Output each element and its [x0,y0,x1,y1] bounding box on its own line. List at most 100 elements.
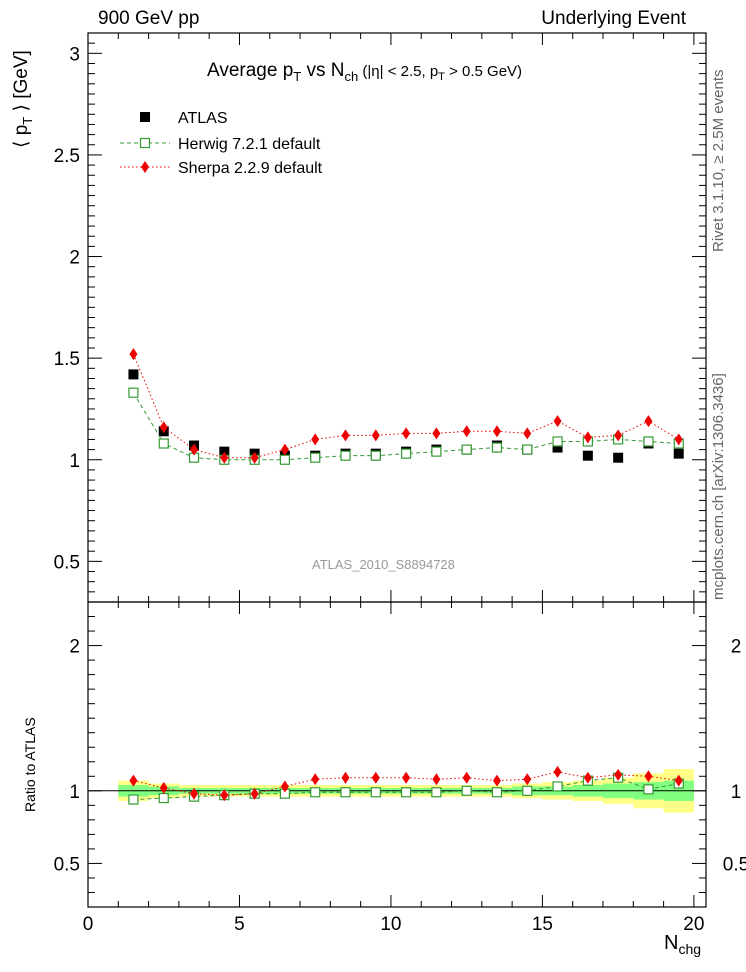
ratio-sherpa-point [553,765,562,778]
ratio-sherpa-point [614,768,623,781]
ratio-plot-frame [87,601,707,908]
legend-marker [141,161,149,173]
main-herwig-point [461,444,472,455]
y-tick-label-right: 0.5 [723,854,746,875]
y-tick-label: 0.5 [54,552,80,573]
ratio-herwig-point [400,787,412,798]
ratio-herwig-point [128,794,139,805]
x-tick-label: 0 [83,914,94,935]
ratio-herwig-point [643,784,654,795]
main-atlas-point [552,442,563,453]
analysis-watermark: ATLAS_2010_S8894728 [312,557,455,572]
main-sherpa-point [402,427,411,440]
main-herwig-point [310,452,321,463]
ratio-herwig-point [340,787,351,798]
ratio-sherpa-point [462,771,471,784]
ratio-herwig-point [522,785,533,796]
main-sherpa-line [132,353,679,459]
x-tick-label: 15 [532,914,553,935]
main-sherpa-point [311,433,320,446]
y-tick-label: 3 [69,44,80,65]
main-sherpa-point [159,421,168,434]
main-atlas-point [613,452,624,463]
y-tick-label: 1 [69,451,80,472]
main-sherpa-point [129,348,138,361]
legend-marker [139,137,151,149]
ratio-sherpa-point [523,773,532,786]
main-sherpa-point [341,429,350,442]
legend-label: Sherpa 2.2.9 default [178,160,323,177]
legend-label: Herwig 7.2.1 default [178,136,321,153]
main-herwig-point [158,438,169,449]
y-tick-label-right: 1 [731,782,742,803]
main-atlas-point [673,448,684,459]
y-tick-label: 2.5 [54,146,80,167]
ratio-sherpa-point [432,773,441,786]
ratio-sherpa-point [492,774,501,787]
main-atlas-point [582,450,593,461]
header-left-label: 900 GeV pp [98,8,200,29]
main-sherpa-point [644,415,653,428]
legend-label: ATLAS [178,110,228,127]
main-sherpa-point [523,427,532,440]
ratio-sherpa-point [280,780,289,793]
main-sherpa-point [492,425,501,438]
main-sherpa-point [280,443,289,456]
main-sherpa-point [250,451,259,464]
ratio-herwig-point [461,785,472,796]
ratio-sherpa-point [220,789,229,802]
main-sherpa-point [462,425,471,438]
main-atlas-point [219,446,230,457]
main-herwig-point [491,442,503,453]
x-tick-label: 20 [683,914,704,935]
ratio-sherpa-point [674,774,683,787]
ratio-herwig-point [370,787,381,798]
ratio-sherpa-point [402,771,411,784]
main-sherpa-point [583,431,592,444]
ratio-sherpa-point [583,771,592,784]
plot-title: Average pT vs Nch (|η| < 2.5, pT > 0.5 G… [207,60,523,84]
rivet-info-label: Rivet 3.1.10, ≥ 2.5M events [710,69,727,253]
main-herwig-point [370,450,381,461]
mcplots-info-label: mcplots.cern.ch [arXiv:1306.3436] [710,373,727,600]
y-tick-label: 2 [69,248,80,269]
x-axis-label: Nchg [664,932,702,957]
ratio-sherpa-point [190,787,199,800]
legend-marker [140,112,150,122]
x-tick-label: 10 [380,914,401,935]
y-tick-label: 0.5 [54,854,80,875]
main-herwig-point [552,436,563,447]
ratio-herwig-point [310,787,321,798]
ratio-sherpa-point [250,787,259,800]
main-atlas-point [128,369,139,380]
main-sherpa-point [220,451,229,464]
y-axis-label-ratio: Ratio to ATLAS [22,717,38,812]
ratio-sherpa-point [341,771,350,784]
y-tick-label: 1.5 [54,349,80,370]
main-herwig-point [340,450,351,461]
ratio-herwig-point [491,787,503,798]
main-herwig-point [279,454,291,465]
header-right-label: Underlying Event [541,8,686,29]
main-herwig-point [400,448,412,459]
main-sherpa-point [190,443,199,456]
y-axis-label-main: ⟨ pT ⟩ [GeV] [11,50,35,148]
x-tick-label: 5 [234,914,245,935]
main-herwig-point [643,436,654,447]
main-herwig-point [431,446,442,457]
y-tick-label: 1 [69,782,80,803]
ratio-herwig-point [158,792,169,804]
main-sherpa-point [674,433,683,446]
main-herwig-point [128,387,139,398]
y-tick-label: 2 [69,637,80,658]
ratio-sherpa-point [644,770,653,783]
ratio-sherpa-point [159,781,168,794]
main-sherpa-point [371,429,380,442]
main-herwig-point [522,444,533,455]
ratio-sherpa-point [129,774,138,787]
main-sherpa-point [432,427,441,440]
y-tick-label-right: 2 [731,637,742,658]
main-sherpa-point [614,429,623,442]
ratio-herwig-point [552,781,563,792]
